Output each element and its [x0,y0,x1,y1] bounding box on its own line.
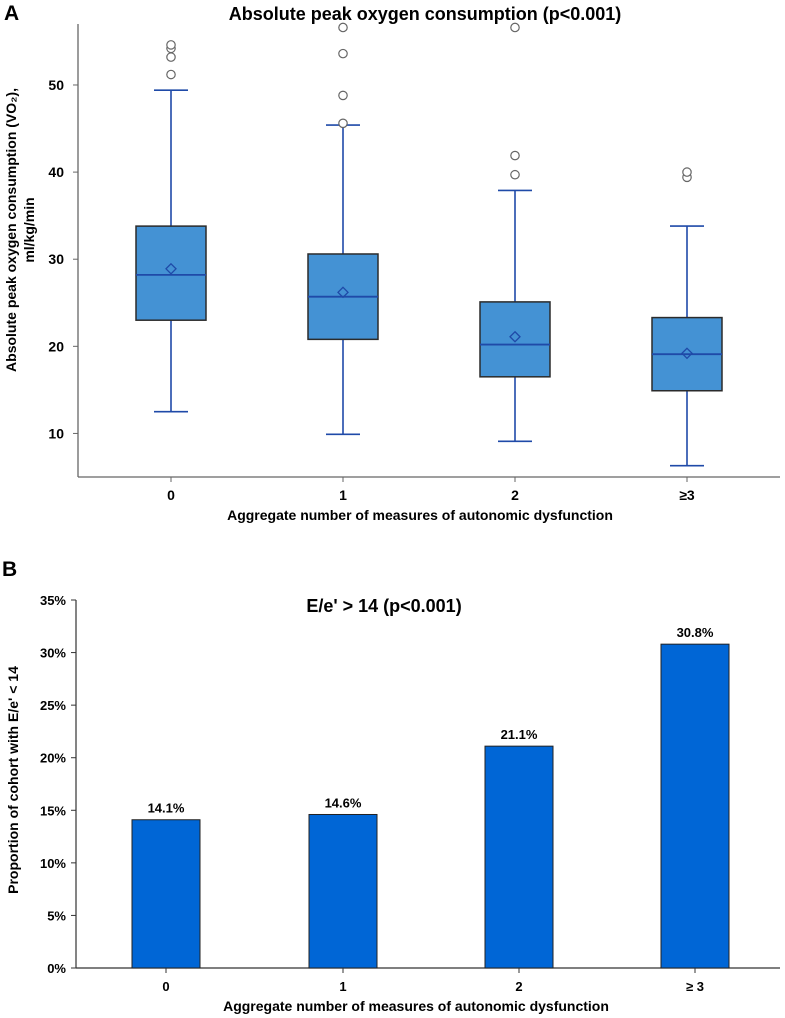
chart-b-title: E/e' > 14 (p<0.001) [306,596,461,616]
chart-a-xlabel: Aggregate number of measures of autonomi… [227,507,613,523]
chart-a-box [479,301,551,378]
chart-a-mean-marker [165,262,177,275]
chart-a-outlier [338,48,348,59]
chart-b-y-tick-label: 15% [40,803,66,818]
chart-b-plot: 0% 5% 10% 15% 20% 25% 30% 35% 14.1% 0 14.6% 1 21.1% 2… [40,593,780,994]
chart-a-outlier [510,150,520,161]
panel-b-letter: B [2,558,17,581]
chart-b-y-tick-label: 35% [40,593,66,608]
chart-a-x-tick-label: 2 [511,487,519,503]
chart-a-outlier [510,22,520,33]
chart-b-bar [308,813,378,969]
chart-b-ylabel: Proportion of cohort with E/e' < 14 [5,666,21,894]
chart-a-mean-marker [509,330,521,343]
chart-a-y-tick-label: 40 [48,164,64,180]
chart-a-title: Absolute peak oxygen consumption (p<0.00… [229,4,622,24]
chart-a-x-tick-label: ≥3 [679,487,695,503]
chart-b-bar [131,819,201,969]
chart-b-x-tick-label: ≥ 3 [686,979,704,994]
chart-a-y-tick-label: 50 [48,77,64,93]
chart-a-outlier [338,118,348,129]
chart-b-x-tick-label: 2 [515,979,522,994]
chart-b-data-label: 30.8% [677,625,714,640]
chart-b-x-tick-label: 0 [162,979,169,994]
chart-a-ylabel-line2: ml/kg/min [21,197,37,262]
chart-b-y-tick-label: 10% [40,856,66,871]
chart-b-y-tick-label: 25% [40,698,66,713]
chart-b-x-tick-label: 1 [339,979,346,994]
chart-b-bar [484,745,554,969]
chart-a-y-tick-label: 30 [48,251,64,267]
chart-b-data-label: 14.6% [325,795,362,810]
chart-b-xlabel: Aggregate number of measures of autonomi… [223,998,609,1014]
chart-a-outlier [510,169,520,180]
chart-a-mean-marker [337,286,349,299]
chart-a-outlier [338,90,348,101]
chart-b-y-tick-label: 0% [47,961,66,976]
chart-a-outlier [166,52,176,62]
chart-a-mean-marker [681,347,693,360]
chart-a-outlier [166,40,176,50]
chart-b-data-label: 14.1% [148,801,185,816]
chart-a-x-tick-label: 0 [167,487,175,503]
chart-b-y-tick-label: 5% [47,908,66,923]
chart-b-data-label: 21.1% [501,727,538,742]
chart-b-y-tick-label: 30% [40,646,66,661]
chart-a-outlier [338,22,348,33]
chart-a-y-tick-label: 10 [48,425,64,441]
chart-a-ylabel-line1: Absolute peak oxygen consumption (VO₂), [3,88,19,372]
chart-b-y-tick-label: 20% [40,751,66,766]
chart-a-x-tick-label: 1 [339,487,347,503]
chart-a-y-tick-label: 20 [48,338,64,354]
chart-a-outlier [682,167,692,177]
chart-b-bar [660,643,730,969]
chart-a-plot: 10 20 30 40 50 0 1 2 ≥3 [48,22,780,503]
chart-a-outlier [166,69,176,80]
panel-a-letter: A [4,2,19,25]
